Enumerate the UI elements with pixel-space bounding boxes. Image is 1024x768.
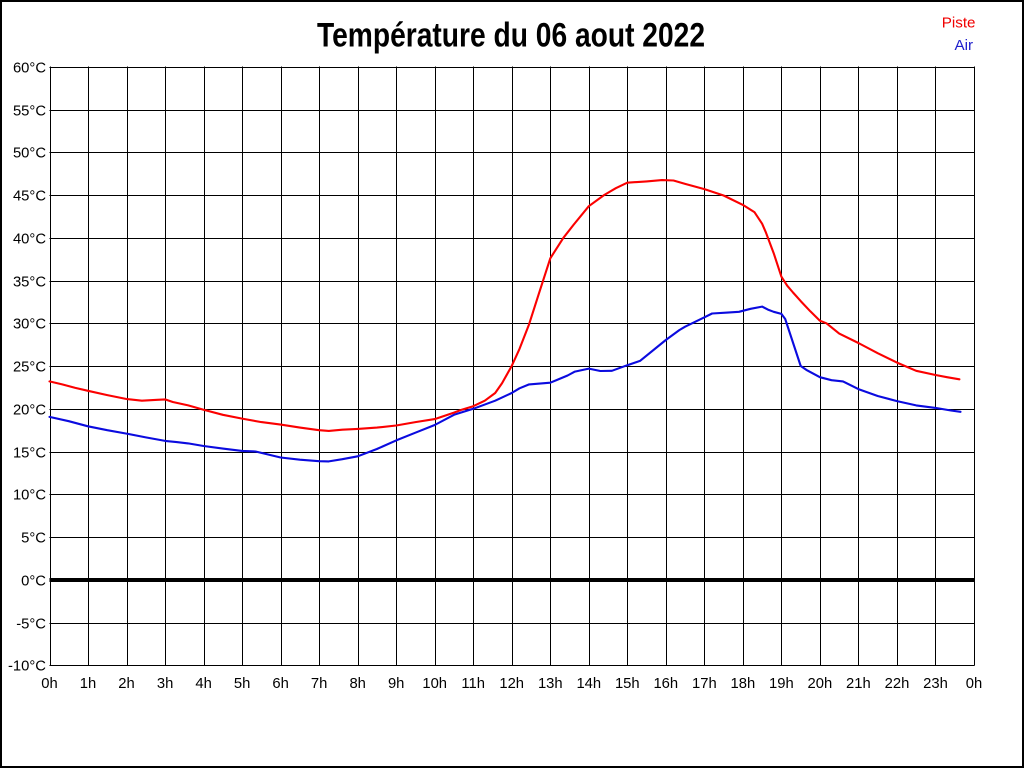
svg-text:40°C: 40°C [13, 232, 46, 248]
svg-text:45°C: 45°C [13, 189, 46, 205]
svg-text:21h: 21h [846, 676, 871, 692]
svg-text:12h: 12h [499, 676, 524, 692]
svg-text:0h: 0h [41, 676, 57, 692]
svg-text:15°C: 15°C [13, 446, 46, 462]
svg-text:3h: 3h [157, 676, 173, 692]
svg-text:16h: 16h [653, 676, 678, 692]
svg-text:5°C: 5°C [21, 531, 46, 547]
svg-text:60°C: 60°C [13, 61, 46, 77]
svg-text:30°C: 30°C [13, 317, 46, 333]
svg-text:0°C: 0°C [21, 574, 46, 590]
svg-text:22h: 22h [885, 676, 910, 692]
svg-text:8h: 8h [349, 676, 365, 692]
svg-text:20h: 20h [808, 676, 833, 692]
svg-text:9h: 9h [388, 676, 404, 692]
svg-text:7h: 7h [311, 676, 327, 692]
svg-text:18h: 18h [731, 676, 756, 692]
svg-text:Température du 06 aout 2022: Température du 06 aout 2022 [317, 16, 705, 54]
svg-text:-5°C: -5°C [16, 617, 46, 633]
svg-text:-10°C: -10°C [8, 659, 46, 675]
svg-text:6h: 6h [272, 676, 288, 692]
svg-text:19h: 19h [769, 676, 794, 692]
svg-text:50°C: 50°C [13, 146, 46, 162]
svg-text:23h: 23h [923, 676, 948, 692]
svg-text:10°C: 10°C [13, 488, 46, 504]
svg-text:15h: 15h [615, 676, 640, 692]
svg-text:14h: 14h [576, 676, 601, 692]
svg-text:17h: 17h [692, 676, 717, 692]
svg-text:11h: 11h [461, 676, 485, 692]
svg-text:4h: 4h [195, 676, 211, 692]
svg-text:2h: 2h [118, 676, 134, 692]
svg-text:0h: 0h [966, 676, 982, 692]
svg-text:13h: 13h [538, 676, 563, 692]
svg-text:55°C: 55°C [13, 104, 46, 120]
svg-text:20°C: 20°C [13, 403, 46, 419]
svg-text:Piste: Piste [942, 14, 976, 31]
svg-text:25°C: 25°C [13, 360, 46, 376]
svg-text:Air: Air [954, 37, 973, 54]
svg-text:35°C: 35°C [13, 275, 46, 291]
svg-text:1h: 1h [80, 676, 96, 692]
svg-text:10h: 10h [422, 676, 447, 692]
svg-text:5h: 5h [234, 676, 250, 692]
